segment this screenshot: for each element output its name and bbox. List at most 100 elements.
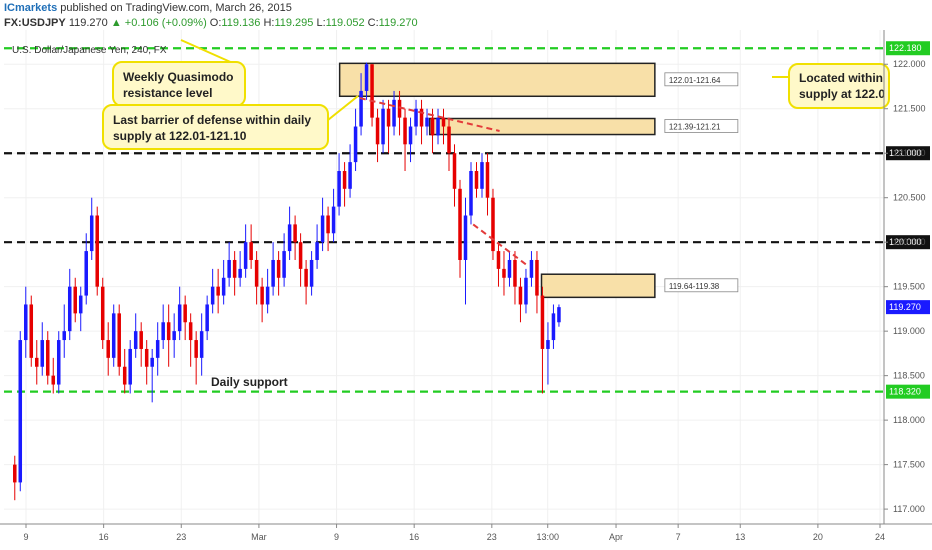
candle-bull	[546, 340, 550, 349]
price-tick-label: 117.500	[893, 460, 925, 470]
candle-bull	[353, 126, 358, 163]
time-tick-label: 9	[334, 532, 339, 542]
candle-bear	[304, 268, 308, 287]
candle-bull	[199, 331, 204, 358]
price-tick-label: 121.000	[893, 148, 926, 158]
zone-label-box	[664, 119, 739, 133]
brand-name[interactable]: ICmarkets	[4, 2, 58, 14]
candle-bear	[183, 304, 187, 323]
candle-bull	[524, 277, 528, 305]
time-tick-label: 13:00	[536, 532, 559, 542]
candle-bull	[469, 171, 473, 216]
chart-header: ICmarkets published on TradingView.com, …	[0, 0, 932, 30]
candle-bear	[95, 215, 99, 287]
candle-bear	[403, 117, 407, 145]
open-value: 119.136	[221, 17, 261, 29]
candle-bull	[315, 242, 319, 260]
candle-bear	[370, 64, 374, 118]
candle-bull	[18, 340, 23, 483]
candle-bull	[205, 304, 209, 332]
zone-label: 122.01-121.64	[669, 76, 721, 85]
candle-bull	[172, 331, 176, 341]
time-axis: 9 16 23 Mar 9 16 23 13:00 Apr 7 13 20 24	[0, 523, 932, 542]
low-value: 119.052	[325, 17, 365, 29]
candle-bull	[177, 304, 182, 332]
time-tick-label: Apr	[609, 532, 623, 542]
chart-title: U.S. Dollar/Japanese Yen, 240, FX	[12, 45, 167, 56]
price-levels: 122.180 121.000 120.000 118.320 119.270	[4, 41, 930, 399]
candle-bear	[232, 259, 237, 278]
candle-bear	[139, 331, 143, 349]
candle-bull	[359, 90, 363, 127]
located-callout-line1: Located within	[799, 71, 883, 85]
candle-bull	[507, 259, 512, 278]
time-tick-label: 9	[23, 532, 28, 542]
candle-bear	[293, 224, 297, 243]
candle-bear	[216, 286, 220, 296]
candle-bull	[392, 99, 396, 127]
candle-bull	[271, 259, 275, 287]
candle-bull	[210, 286, 215, 305]
candle-bull	[243, 242, 248, 269]
callouts: Weekly Quasimodo resistance level Last b…	[102, 39, 890, 389]
symbol-label: FX:USDJPY	[4, 17, 66, 29]
candle-bull	[348, 162, 352, 189]
candle-bull	[425, 117, 429, 127]
zone-label: 121.39-121.21	[669, 123, 721, 132]
candle-bear	[518, 286, 523, 305]
price-chart[interactable]: 122.01-121.64121.39-121.21119.64-119.38 …	[0, 30, 932, 550]
candle-bull	[84, 251, 88, 296]
published-text: published on TradingView.com, March 26, …	[60, 2, 292, 14]
up-arrow-icon: ▲	[110, 17, 122, 29]
candle-bull	[364, 64, 369, 91]
candle-bear	[386, 108, 391, 127]
zone-label-box	[664, 278, 739, 293]
supply-zone	[338, 62, 656, 98]
open-label: O:	[209, 17, 222, 29]
candle-bull	[238, 268, 242, 278]
price-tick-label: 122.000	[893, 59, 926, 69]
weekly-callout-line1: Weekly Quasimodo	[123, 70, 233, 84]
candle-bear	[441, 117, 446, 127]
candle-bear	[298, 242, 303, 269]
price-tick-label: 118.500	[893, 371, 925, 381]
candle-bear	[491, 197, 495, 252]
barrier-callout-line2: supply at 122.01-121.10	[113, 129, 247, 143]
price-tick-label: 117.000	[893, 504, 925, 514]
candle-bear	[117, 313, 121, 367]
candle-bear	[502, 268, 506, 278]
candle-bull	[150, 357, 154, 367]
candle-bull	[40, 340, 45, 367]
ohlc-line: FX:USDJPY 119.270 ▲ +0.106 (+0.09%) O:11…	[4, 17, 418, 29]
level-price-label: 122.180	[889, 43, 922, 53]
candle-bull	[436, 117, 440, 136]
candle-bear	[51, 375, 56, 385]
time-tick-label: 7	[676, 532, 681, 542]
trendline	[472, 223, 527, 266]
time-tick-label: 24	[875, 532, 885, 542]
time-tick-label: 16	[409, 532, 419, 542]
candle-bear	[474, 171, 479, 189]
candle-bull	[221, 277, 226, 296]
candle-bear	[144, 348, 149, 367]
candle-bear	[260, 286, 264, 305]
candle-bear	[45, 340, 50, 376]
candles	[13, 62, 561, 501]
candle-bull	[282, 251, 286, 278]
candle-bear	[73, 286, 77, 314]
candle-bear	[419, 108, 424, 127]
time-tick-label: 13	[735, 532, 745, 542]
candle-bull	[128, 348, 132, 385]
candle-bear	[254, 259, 259, 287]
candle-bull	[287, 224, 292, 252]
daily-support-label: Daily support	[211, 375, 288, 389]
candle-bear	[496, 251, 501, 269]
weekly-callout-line2: resistance level	[123, 86, 212, 100]
supply-zones: 122.01-121.64 121.39-121.21 119.64-119.38	[338, 62, 739, 299]
candle-bull	[381, 108, 385, 145]
trendline	[359, 97, 500, 132]
candle-bear	[342, 171, 347, 189]
supply-zone	[428, 117, 656, 136]
candle-bear	[540, 295, 545, 349]
candle-bear	[13, 464, 17, 483]
